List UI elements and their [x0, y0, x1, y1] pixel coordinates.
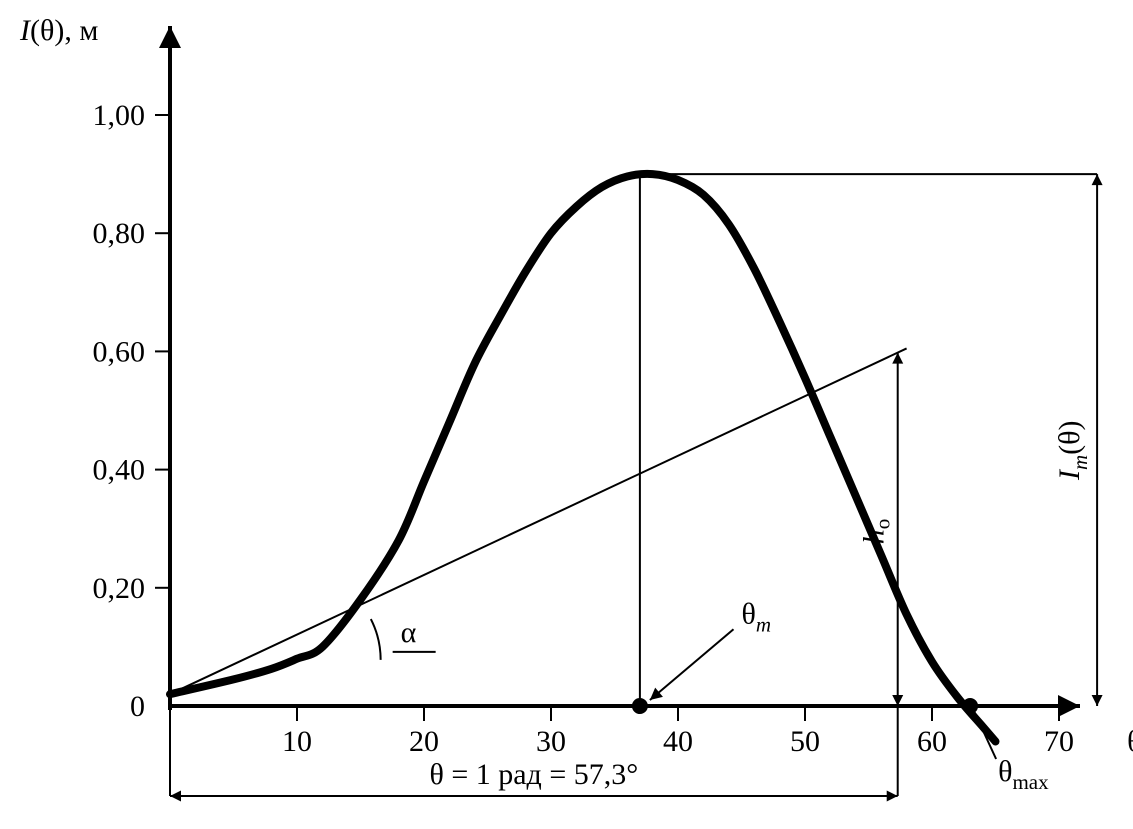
y-tick-label: 0 — [130, 690, 145, 723]
theta-m-label: θm — [742, 597, 772, 636]
x-tick-label: 50 — [790, 725, 820, 758]
radian-span-label: θ = 1 рад = 57,3° — [429, 758, 638, 791]
y-tick-label: 1,00 — [93, 99, 146, 132]
alpha-label: α — [401, 616, 417, 649]
y-tick-label: 0,40 — [93, 454, 146, 487]
chart-root: 10 20 30 40 50 60 70 0 0,20 0,40 0,60 0,80 1,00 I(θ),… — [0, 0, 1133, 829]
tangent-line — [170, 348, 907, 694]
Im-label: Im(θ) — [1053, 421, 1092, 482]
y-tick-label: 0,60 — [93, 335, 146, 368]
x-tick-label: 10 — [282, 725, 312, 758]
curve — [170, 174, 996, 742]
y-axis-label: I(θ), м — [19, 14, 98, 47]
theta-max-label: θmax — [998, 755, 1049, 794]
x-tick-label: 70 — [1044, 725, 1074, 758]
theta-m-dot — [632, 698, 648, 714]
y-tick-label: 0,20 — [93, 572, 146, 605]
x-tick-label: 60 — [917, 725, 947, 758]
x-axis-label: θ, град — [1127, 725, 1133, 758]
x-tick-label: 20 — [409, 725, 439, 758]
alpha-arc — [371, 619, 381, 660]
theta-max-dot — [962, 698, 978, 714]
x-tick-label: 30 — [536, 725, 566, 758]
x-tick-label: 40 — [663, 725, 693, 758]
axes: 10 20 30 40 50 60 70 0 0,20 0,40 0,60 0,80 1,00 I(θ),… — [19, 14, 1133, 758]
y-tick-label: 0,80 — [93, 217, 146, 250]
